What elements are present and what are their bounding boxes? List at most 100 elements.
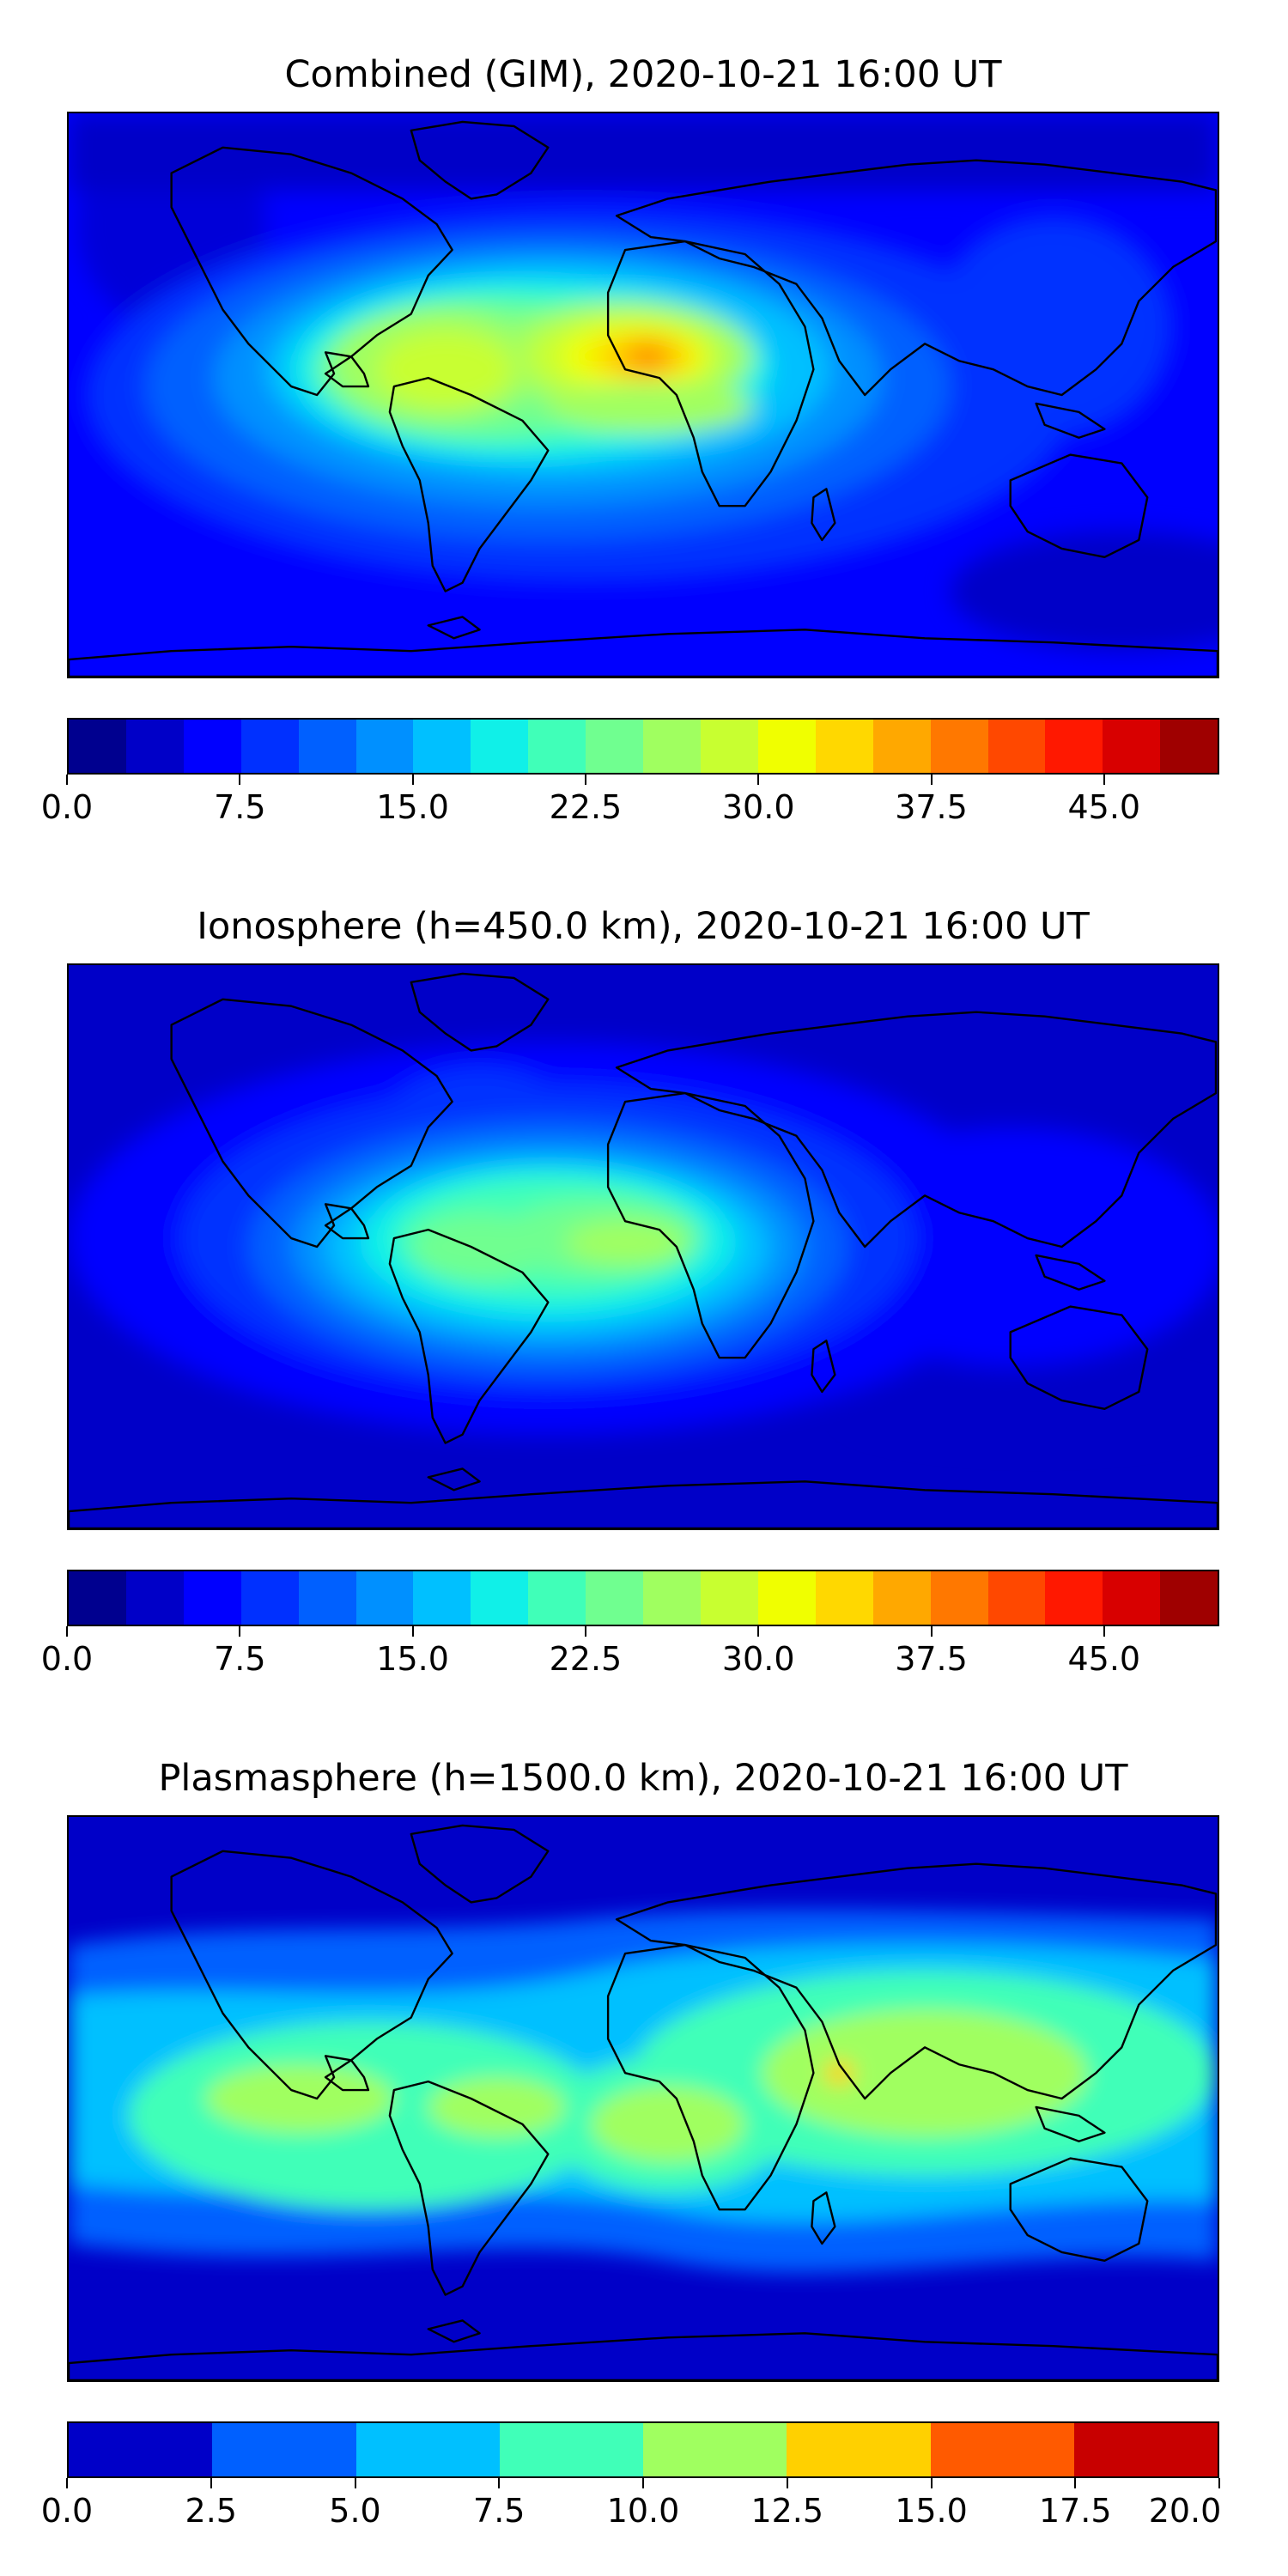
colorbar-segment [815, 720, 873, 773]
colorbar-segment [643, 2423, 787, 2476]
colorbar-tick [930, 1626, 933, 1637]
panel-3-title: Plasmasphere (h=1500.0 km), 2020-10-21 1… [158, 1757, 1128, 1800]
colorbar-segment [872, 720, 931, 773]
colorbar-segment [355, 720, 414, 773]
colorbar-segment [872, 1571, 931, 1625]
colorbar-segment [700, 720, 758, 773]
colorbar-segment [471, 1571, 529, 1625]
colorbar-segment [499, 2423, 643, 2476]
colorbar-tick [1074, 2478, 1077, 2488]
colorbar-segment [298, 720, 356, 773]
colorbar-tick-label: 22.5 [549, 788, 623, 826]
panel-1-contour-map [69, 113, 1218, 677]
colorbar-segment [643, 1571, 701, 1625]
panel-1-colorbar-ticks: 0.0 7.5 15.0 22.5 30.0 37.5 45.0 [41, 775, 1219, 826]
colorbar-segment [125, 720, 184, 773]
colorbar-tick-label: 0.0 [40, 2492, 94, 2530]
panel-3-map [67, 1815, 1219, 2382]
panel-1-map [67, 112, 1219, 678]
colorbar-segment [1103, 1571, 1161, 1625]
colorbar-segment [212, 2423, 356, 2476]
colorbar-segment [1160, 1571, 1218, 1625]
colorbar-segment [700, 1571, 758, 1625]
colorbar-tick-label: 37.5 [895, 1640, 968, 1678]
colorbar-tick [584, 1626, 586, 1637]
colorbar-segment [69, 1571, 126, 1625]
panel-3-contour-map [69, 1817, 1218, 2380]
colorbar-tick-label: 0.0 [40, 1640, 94, 1678]
colorbar-segment [528, 1571, 586, 1625]
colorbar-tick-label: 15.0 [895, 2492, 968, 2530]
colorbar-segment [757, 720, 816, 773]
colorbar-tick-label: 10.0 [606, 2492, 680, 2530]
colorbar-tick [1218, 2478, 1220, 2488]
colorbar-segment [930, 720, 988, 773]
colorbar-tick [757, 1626, 760, 1637]
colorbar-segment [413, 720, 471, 773]
colorbar-segment [815, 1571, 873, 1625]
colorbar-segment [183, 1571, 241, 1625]
panel-2-contour-map [69, 965, 1218, 1528]
colorbar-tick-label: 7.5 [214, 788, 266, 826]
colorbar-tick [757, 775, 760, 785]
colorbar-tick-label: 15.0 [376, 788, 449, 826]
colorbar-segment [1103, 720, 1161, 773]
colorbar-tick [66, 1626, 68, 1637]
colorbar-tick-label: 17.5 [1038, 2492, 1112, 2530]
colorbar-segment [787, 2423, 931, 2476]
colorbar-tick [642, 2478, 644, 2488]
colorbar-segment [930, 2423, 1074, 2476]
colorbar-segment [355, 2423, 500, 2476]
colorbar-segment [1045, 1571, 1103, 1625]
colorbar-tick [210, 2478, 212, 2488]
colorbar-segment [69, 720, 126, 773]
panel-2-colorbar [67, 1570, 1219, 1626]
colorbar-segment [355, 1571, 414, 1625]
colorbar-tick [239, 1626, 241, 1637]
colorbar-tick [66, 2478, 68, 2488]
colorbar-segment [240, 720, 299, 773]
colorbar-segment [1073, 2423, 1218, 2476]
panel-2-colorbar-ticks: 0.0 7.5 15.0 22.5 30.0 37.5 45.0 [41, 1626, 1219, 1678]
colorbar-tick-label: 30.0 [721, 1640, 795, 1678]
colorbar-segment [930, 1571, 988, 1625]
colorbar-segment [1045, 720, 1103, 773]
colorbar-segment [757, 1571, 816, 1625]
colorbar-segment [643, 720, 701, 773]
colorbar-tick [66, 775, 68, 785]
colorbar-tick [930, 2478, 933, 2488]
colorbar-tick [411, 775, 414, 785]
colorbar-tick-label: 45.0 [1067, 788, 1141, 826]
colorbar-tick [786, 2478, 788, 2488]
colorbar-tick [1103, 775, 1105, 785]
colorbar-tick [411, 1626, 414, 1637]
colorbar-tick-label: 0.0 [40, 788, 94, 826]
panel-2-title: Ionosphere (h=450.0 km), 2020-10-21 16:0… [197, 905, 1090, 948]
colorbar-tick [1103, 1626, 1105, 1637]
colorbar-segment [240, 1571, 299, 1625]
panel-2-map [67, 963, 1219, 1530]
colorbar-tick [930, 775, 933, 785]
colorbar-tick-label: 22.5 [549, 1640, 623, 1678]
colorbar-segment [987, 720, 1046, 773]
colorbar-segment [413, 1571, 471, 1625]
colorbar-tick [354, 2478, 356, 2488]
colorbar-tick-label: 30.0 [721, 788, 795, 826]
colorbar-tick [239, 775, 241, 785]
colorbar-segment [125, 1571, 184, 1625]
colorbar-tick-label: 45.0 [1067, 1640, 1141, 1678]
panel-1-colorbar [67, 718, 1219, 775]
colorbar-tick-label: 20.0 [1148, 2492, 1222, 2530]
panel-3-colorbar [67, 2421, 1219, 2478]
colorbar-tick [498, 2478, 501, 2488]
colorbar-segment [528, 720, 586, 773]
colorbar-segment [987, 1571, 1046, 1625]
colorbar-tick-label: 7.5 [473, 2492, 526, 2530]
colorbar-tick-label: 37.5 [895, 788, 968, 826]
colorbar-segment [586, 1571, 644, 1625]
panel-3-colorbar-ticks: 0.0 2.5 5.0 7.5 10.0 12.5 15.0 17.5 20.0 [41, 2478, 1222, 2530]
colorbar-tick-label: 15.0 [376, 1640, 449, 1678]
panel-1-title: Combined (GIM), 2020-10-21 16:00 UT [284, 53, 1002, 96]
colorbar-tick-label: 7.5 [214, 1640, 266, 1678]
colorbar-tick-label: 5.0 [329, 2492, 381, 2530]
